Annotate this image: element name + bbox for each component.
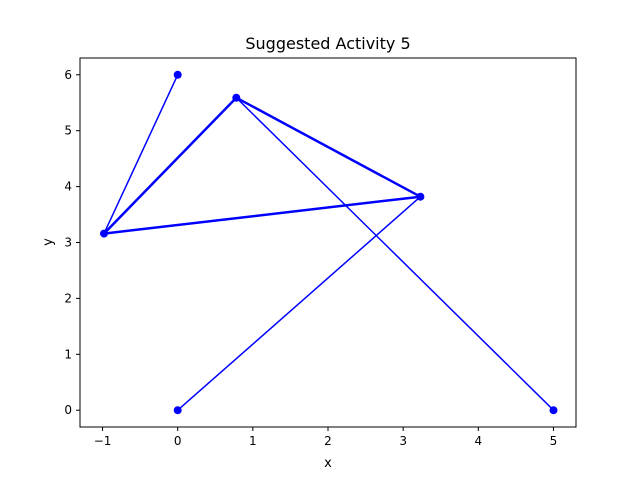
data-point-2 (232, 93, 241, 102)
x-axis-ticks: −1 0 1 2 3 4 5 (94, 427, 558, 448)
plot-frame (79, 57, 577, 428)
y-tick-label: 0 (64, 403, 72, 417)
y-tick-label: 6 (64, 68, 72, 82)
y-tick-label: 3 (64, 236, 72, 250)
data-point-4 (173, 406, 182, 415)
data-point-0 (173, 70, 182, 79)
x-tick-label: 4 (474, 434, 482, 448)
y-tick-label: 5 (64, 124, 72, 138)
series-line-segment-4 (235, 96, 422, 198)
data-point-5 (549, 406, 558, 415)
chart-title: Suggested Activity 5 (245, 34, 410, 53)
y-tick-label: 1 (64, 347, 72, 361)
data-point-3 (416, 192, 425, 201)
data-point-1 (100, 229, 108, 238)
y-tick-label: 4 (64, 180, 72, 194)
series-line-segment-5 (102, 195, 422, 235)
x-tick-label: 3 (399, 434, 407, 448)
series-line-segment-0 (103, 74, 179, 235)
x-tick-label: 0 (174, 434, 182, 448)
x-tick-label: 2 (324, 434, 332, 448)
series-line-segment-3 (102, 96, 238, 235)
y-axis-ticks: 0 1 2 3 4 5 6 (64, 68, 80, 417)
x-tick-label: 5 (550, 434, 558, 448)
x-axis-label: x (324, 456, 332, 471)
y-tick-label: 2 (64, 291, 72, 305)
plot-area (100, 70, 558, 415)
series-line-segment-2 (176, 195, 422, 411)
y-axis-label: y (41, 238, 56, 246)
x-tick-label: 1 (249, 434, 257, 448)
series-line-segment-1 (235, 96, 555, 411)
x-tick-label: −1 (94, 434, 112, 448)
